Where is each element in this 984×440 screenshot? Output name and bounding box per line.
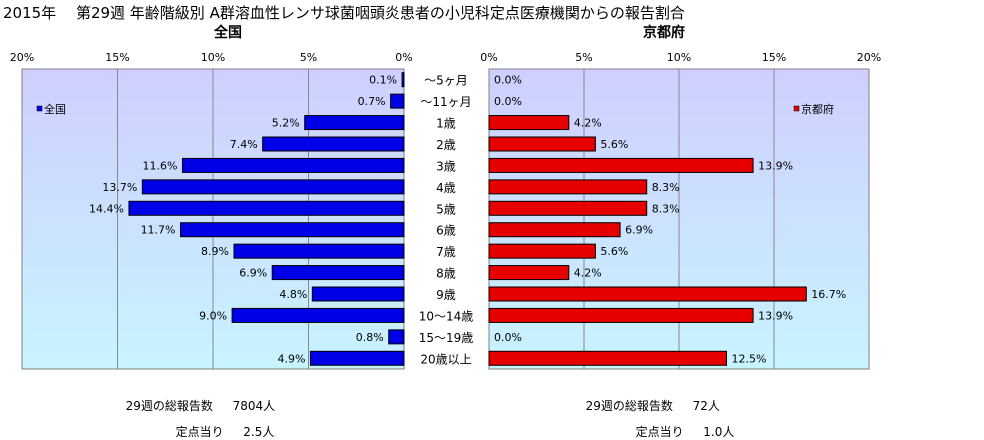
category-label: 8歳 (436, 267, 456, 281)
left-tick-label: 10% (201, 51, 225, 64)
right-bar (488, 179, 648, 195)
right-bar (488, 265, 570, 281)
left-panel-title: 全国 (213, 24, 242, 41)
category-label: 10～14歳 (419, 309, 474, 323)
category-label: 6歳 (436, 224, 456, 238)
right-bar (488, 136, 596, 152)
left-bar (181, 157, 405, 173)
right-bar (488, 350, 727, 366)
right-data-label: 13.9% (758, 309, 793, 322)
right-bar (488, 200, 648, 216)
left-tick-label: 5% (300, 51, 317, 64)
left-bar (309, 350, 405, 366)
left-data-label: 6.9% (239, 267, 267, 280)
right-bar (488, 157, 754, 173)
right-total-value: 72人 (692, 399, 720, 413)
left-total-value: 7804人 (232, 399, 276, 413)
left-data-label: 0.8% (356, 331, 384, 344)
left-data-label: 0.1% (369, 74, 397, 87)
right-bar (488, 307, 754, 323)
right-bar (488, 222, 621, 238)
right-data-label: 8.3% (652, 181, 680, 194)
right-data-label: 4.2% (574, 117, 602, 130)
right-data-label: 0.0% (494, 95, 522, 108)
left-bar (311, 286, 405, 302)
left-bar (233, 243, 405, 259)
category-label: 4歳 (436, 181, 456, 195)
right-data-label: 5.6% (600, 245, 628, 258)
page-title: 2015年 第29週 年齢階級別 A群溶血性レンサ球菌咽頭炎患者の小児科定点医療… (3, 4, 685, 22)
left-tick-label: 15% (105, 51, 129, 64)
category-label: 2歳 (436, 138, 456, 152)
left-per-label: 定点当り (175, 425, 224, 439)
left-tick-label: 0% (395, 51, 412, 64)
category-label: 9歳 (436, 288, 456, 302)
right-data-label: 6.9% (625, 224, 653, 237)
category-label: 15～19歳 (419, 331, 474, 345)
left-data-label: 14.4% (89, 202, 124, 215)
category-label: 1歳 (436, 117, 456, 131)
left-per-value: 2.5人 (243, 425, 275, 439)
category-label: ～5ヶ月 (424, 74, 468, 88)
category-label: 3歳 (436, 159, 456, 173)
right-per-value: 1.0人 (703, 425, 735, 439)
left-data-label: 4.9% (277, 352, 305, 365)
left-data-label: 8.9% (201, 245, 229, 258)
left-data-label: 9.0% (199, 309, 227, 322)
right-tick-label: 15% (762, 51, 786, 64)
left-bar (231, 307, 405, 323)
left-legend-swatch (36, 105, 43, 112)
left-data-label: 13.7% (102, 181, 137, 194)
category-label: 20歳以上 (420, 352, 471, 366)
right-panel-title: 京都府 (643, 24, 685, 41)
right-data-label: 4.2% (574, 267, 602, 280)
left-bar (401, 72, 405, 88)
right-legend-swatch (793, 105, 800, 112)
population-pyramid-chart: 0.1% 0.0% 0.7% 0.0% 5.2% 4.2% 7.4% 5.6% 11.6% 13.… (10, 24, 881, 370)
right-tick-label: 10% (667, 51, 691, 64)
left-bar (180, 222, 405, 238)
right-data-label: 0.0% (494, 331, 522, 344)
left-bar (388, 329, 405, 345)
left-bar (128, 200, 405, 216)
left-legend-label: 全国 (44, 102, 66, 116)
left-bar (271, 265, 405, 281)
right-legend-label: 京都府 (801, 102, 834, 116)
category-label: 7歳 (436, 245, 456, 259)
left-total-label: 29週の総報告数 (125, 399, 213, 413)
left-data-label: 11.7% (141, 224, 176, 237)
left-data-label: 11.6% (142, 159, 177, 172)
right-bar (488, 286, 807, 302)
left-bar (262, 136, 405, 152)
left-bar (390, 93, 405, 109)
left-bar (141, 179, 405, 195)
right-data-label: 5.6% (600, 138, 628, 151)
right-per-label: 定点当り (635, 425, 684, 439)
right-bar (488, 243, 596, 259)
left-data-label: 5.2% (272, 117, 300, 130)
right-data-label: 16.7% (811, 288, 846, 301)
right-data-label: 12.5% (732, 352, 767, 365)
right-total-label: 29週の総報告数 (585, 399, 673, 413)
left-data-label: 4.8% (279, 288, 307, 301)
right-data-label: 13.9% (758, 159, 793, 172)
left-bar (304, 115, 405, 131)
right-tick-label: 5% (575, 51, 592, 64)
right-data-label: 8.3% (652, 202, 680, 215)
right-tick-label: 20% (857, 51, 881, 64)
left-data-label: 0.7% (358, 95, 386, 108)
left-data-label: 7.4% (230, 138, 258, 151)
right-data-label: 0.0% (494, 74, 522, 87)
right-bar (488, 115, 570, 131)
category-label: 5歳 (436, 202, 456, 216)
right-tick-label: 0% (480, 51, 497, 64)
left-tick-label: 20% (10, 51, 34, 64)
category-label: ～11ヶ月 (420, 95, 471, 109)
